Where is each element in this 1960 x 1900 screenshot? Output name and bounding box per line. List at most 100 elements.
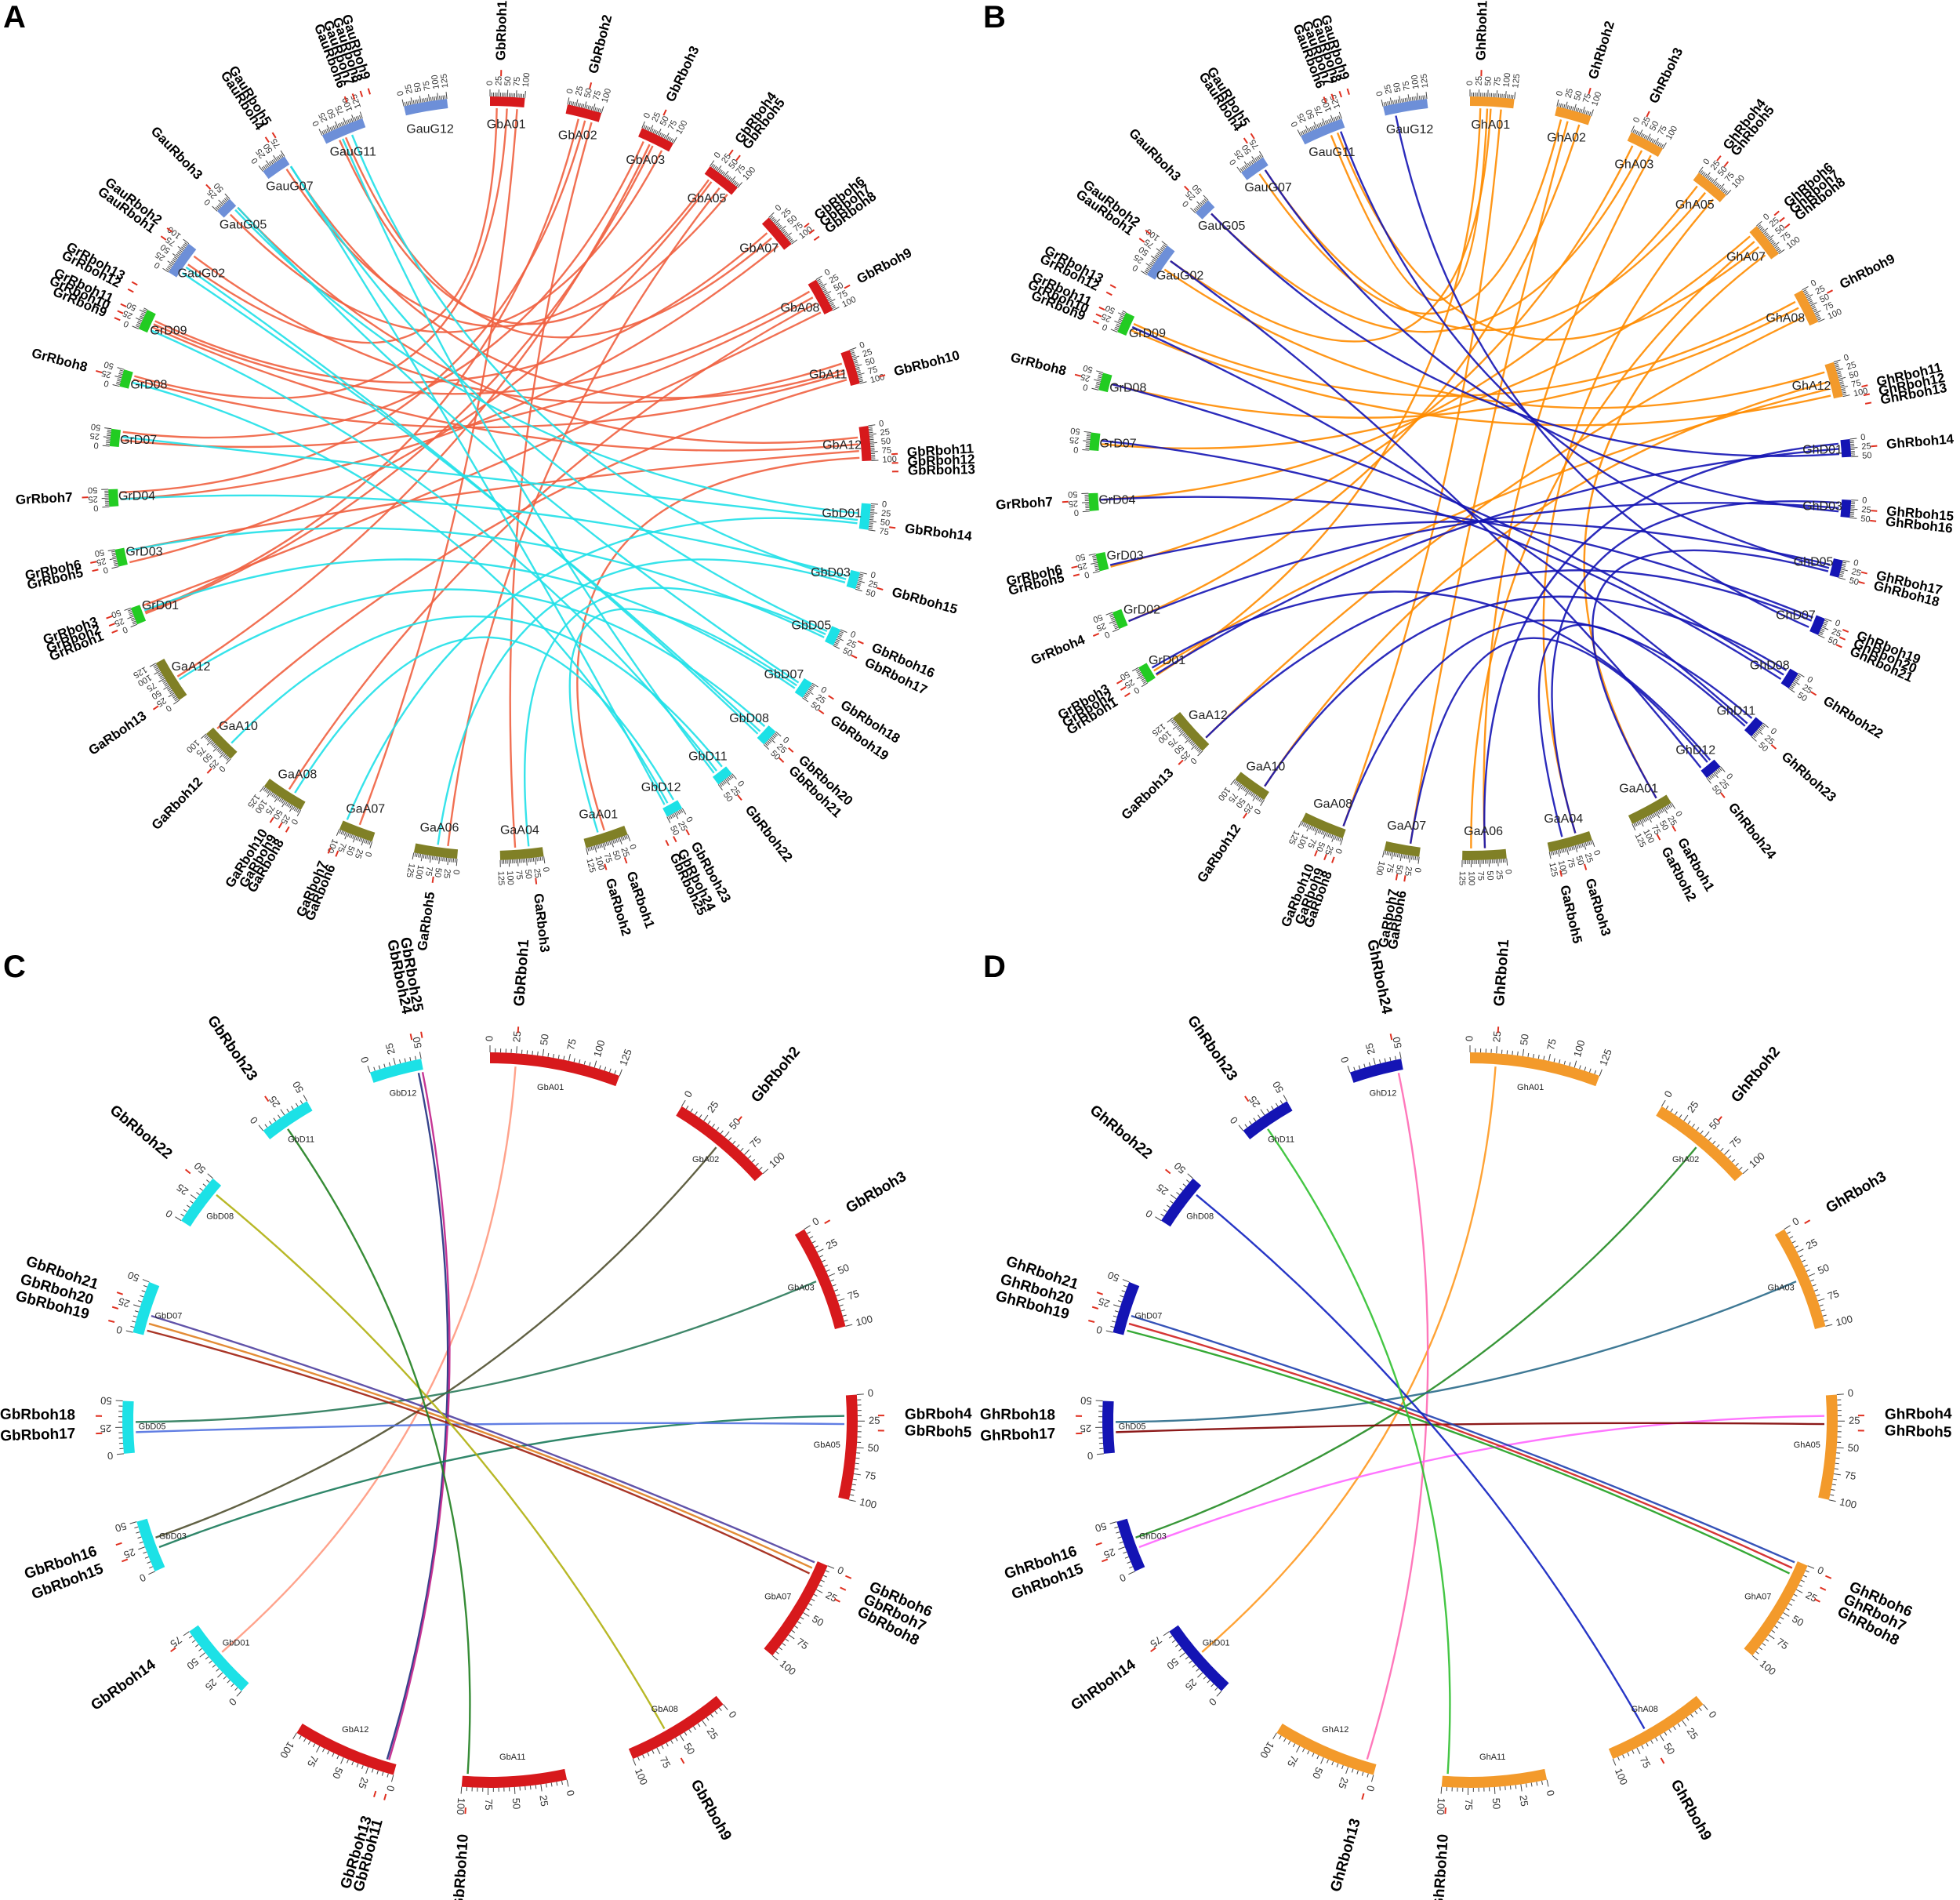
tick-mark	[1319, 830, 1322, 834]
tick-mark	[1356, 1770, 1359, 1775]
tick-mark	[842, 1314, 847, 1317]
tick-mark	[1252, 794, 1258, 801]
tick-mark	[568, 100, 571, 105]
tick-mark	[775, 222, 779, 226]
tick-label: 25	[494, 76, 503, 86]
tick-label: 50	[1080, 1395, 1092, 1408]
gene-marker	[278, 822, 283, 829]
synteny-link	[1128, 1322, 1793, 1569]
tick-mark	[1559, 103, 1562, 107]
chromosome-name: GaA10	[219, 720, 258, 733]
chromosome-name: GhA05	[1675, 198, 1715, 212]
tick-label: 100	[430, 74, 441, 90]
tick-mark	[805, 1608, 810, 1611]
tick-mark	[208, 739, 212, 743]
tick-mark	[1200, 202, 1203, 206]
tick-label: 125	[1597, 1048, 1614, 1068]
tick-mark	[273, 158, 277, 163]
tick-mark	[800, 1616, 804, 1620]
tick-label: 75	[1285, 1753, 1301, 1769]
tick-label: 75	[1826, 1288, 1841, 1302]
tick-mark	[205, 736, 209, 739]
tick-label: 100	[674, 119, 689, 136]
tick-mark	[773, 220, 777, 223]
tick-mark	[839, 632, 844, 635]
synteny-link	[447, 187, 720, 847]
synteny-link	[230, 615, 723, 768]
gene-marker	[1389, 1034, 1393, 1041]
tick-label: 125	[1457, 871, 1467, 886]
tick-mark	[666, 816, 671, 823]
tick-mark	[1792, 681, 1797, 685]
chromosome-band	[1780, 668, 1798, 688]
tick-mark	[128, 611, 132, 613]
chromosome-band	[583, 826, 628, 848]
chromosome-band	[676, 1106, 764, 1182]
tick-mark	[724, 779, 730, 785]
link-group	[135, 1281, 817, 1423]
tick-mark	[174, 698, 179, 702]
chromosome-name: GbA05	[814, 1440, 840, 1450]
tick-mark	[1418, 96, 1421, 100]
tick-mark	[612, 839, 615, 844]
tick-mark	[169, 263, 173, 267]
tick-mark	[1675, 1111, 1678, 1116]
tick-mark	[1238, 1124, 1244, 1132]
tick-mark	[1197, 750, 1203, 757]
tick-mark	[1837, 372, 1842, 375]
chromosome-name: GbA12	[342, 1725, 368, 1735]
tick-mark	[1143, 681, 1147, 684]
tick-label: 0	[102, 565, 109, 575]
tick-mark	[1109, 1521, 1117, 1524]
synteny-link	[1258, 119, 1563, 315]
tick-mark	[209, 1660, 212, 1664]
tick-label: 50	[721, 790, 735, 804]
tick-mark	[1553, 1058, 1555, 1063]
tick-mark	[273, 794, 276, 798]
tick-mark	[1118, 318, 1123, 322]
gene-marker	[1243, 137, 1248, 144]
tick-mark	[1248, 1121, 1252, 1125]
synteny-link	[155, 1146, 717, 1539]
gene-marker	[1331, 856, 1335, 863]
gene-marker	[889, 526, 896, 529]
gene-marker	[851, 654, 858, 659]
tick-mark	[340, 1757, 344, 1764]
tick-mark	[1394, 100, 1396, 104]
tick-label: 50	[1518, 1033, 1531, 1045]
tick-mark	[1791, 683, 1795, 687]
tick-mark	[1584, 110, 1586, 114]
tick-mark	[1112, 628, 1120, 633]
tick-mark	[356, 1763, 359, 1767]
tick-label: 0	[1118, 1571, 1128, 1585]
tick-label: 50	[681, 1741, 697, 1757]
tick-mark	[1850, 447, 1858, 449]
tick-mark	[1425, 92, 1428, 100]
tick-mark	[154, 667, 159, 670]
tick-mark	[136, 323, 140, 326]
tick-mark	[1190, 741, 1195, 746]
tick-mark	[167, 260, 174, 266]
tick-label: 25	[117, 1295, 131, 1310]
synteny-link	[151, 1314, 815, 1564]
tick-mark	[540, 1784, 543, 1792]
tick-label: 50	[325, 107, 338, 120]
tick-label: 100	[767, 1150, 787, 1170]
gene-label: GrRboh7	[996, 494, 1054, 512]
tick-mark	[199, 1652, 205, 1658]
tick-mark	[617, 837, 620, 842]
tick-mark	[1096, 370, 1104, 373]
tick-mark	[1627, 1752, 1630, 1757]
gene-label: GrRboh4	[1029, 632, 1087, 668]
gene-marker	[117, 310, 124, 314]
chromosome-name: GhD03	[1802, 500, 1842, 513]
tick-label: 25	[383, 1042, 397, 1056]
tick-mark	[1643, 134, 1646, 139]
tick-mark	[535, 1785, 537, 1789]
tick-mark	[833, 645, 840, 649]
